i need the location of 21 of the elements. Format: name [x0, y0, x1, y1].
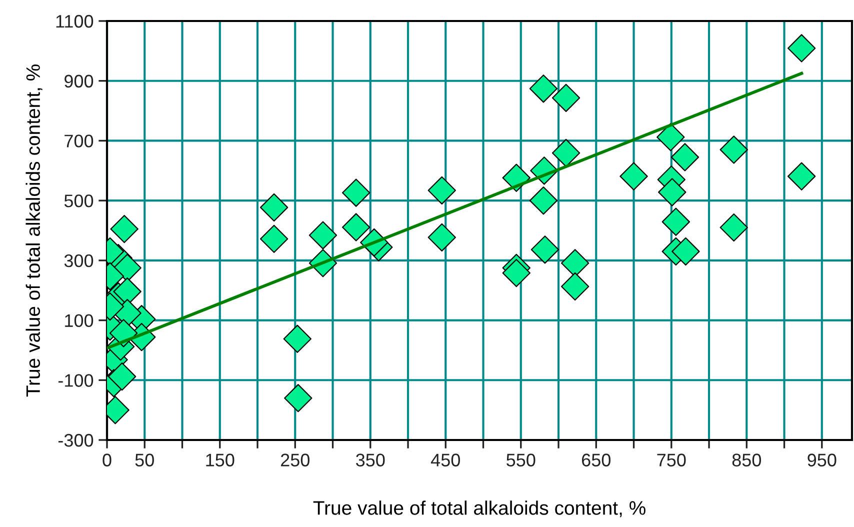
- x-tick-label: 250: [280, 454, 310, 466]
- y-tick-label: 700: [64, 134, 94, 148]
- y-tick-label: -300: [58, 434, 94, 447]
- y-tick-label: -100: [58, 374, 94, 387]
- x-tick-label: 950: [808, 454, 836, 466]
- x-tick-label: 750: [657, 454, 686, 466]
- y-tick-label: 100: [65, 314, 94, 328]
- x-tick-label: 650: [582, 454, 610, 466]
- x-axis-title: True value of total alkaloids content, %: [313, 500, 646, 518]
- x-tick-label: 50: [135, 454, 154, 466]
- y-tick-label: 900: [64, 74, 94, 88]
- y-axis-title: True value of total alkaloids content, %: [26, 64, 42, 397]
- x-tick-label: 0: [102, 454, 112, 466]
- x-tick-label: 350: [356, 454, 385, 466]
- y-tick-label: 500: [64, 194, 94, 208]
- x-tick-label: 450: [430, 454, 460, 466]
- x-tick-label: 850: [732, 454, 762, 466]
- y-tick-label: 1100: [56, 14, 94, 28]
- x-tick-label: 550: [506, 454, 536, 466]
- y-tick-label: 300: [64, 254, 94, 268]
- x-tick-label: 150: [206, 454, 234, 466]
